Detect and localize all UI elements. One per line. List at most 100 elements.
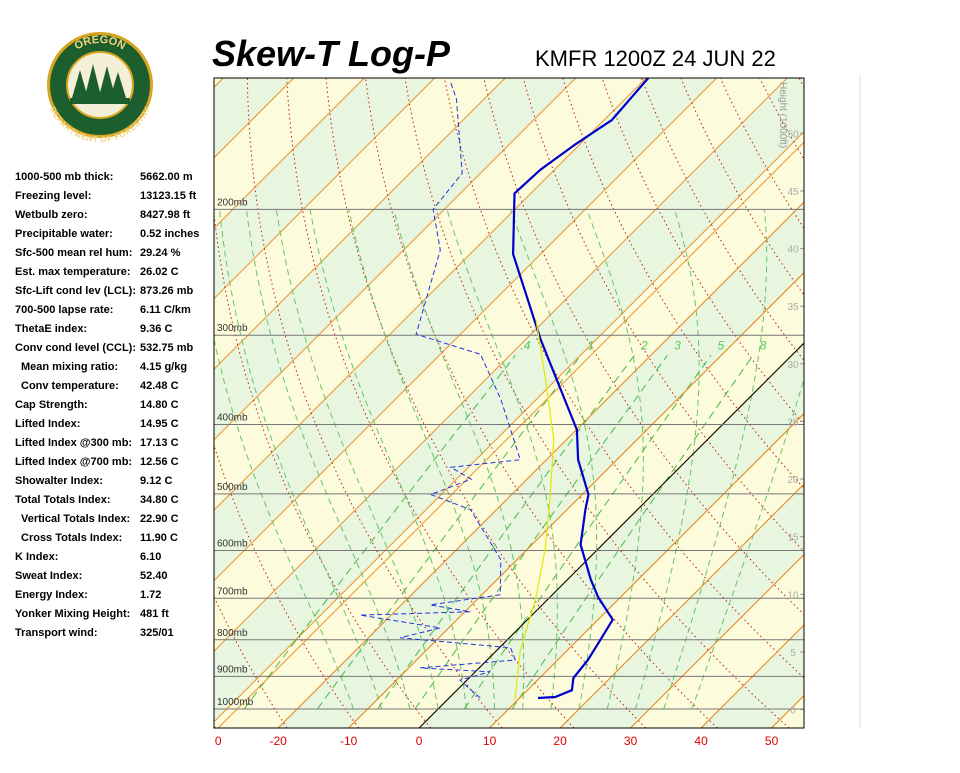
stat-label: Transport wind:	[15, 627, 98, 639]
stat-label: Lifted Index @700 mb:	[15, 456, 132, 468]
stat-value: 532.75 mb	[140, 342, 193, 354]
x-tick-label: 20	[553, 734, 567, 748]
mixing-ratio-label: 8	[760, 338, 767, 352]
y-tick-label: 900mb	[217, 664, 248, 675]
stat-value: 325/01	[140, 627, 174, 639]
x-tick-label: -10	[340, 734, 358, 748]
mixing-ratio-label: .4	[520, 338, 530, 352]
stat-label: Est. max temperature:	[15, 266, 131, 278]
stat-value: 14.95 C	[140, 418, 179, 430]
stat-label: Cross Totals Index:	[21, 532, 122, 544]
stat-label: Sweat Index:	[15, 570, 82, 582]
y2-tick-label: 30	[787, 360, 799, 371]
stat-value: 6.11 C/km	[140, 304, 191, 316]
dry-adiabat	[839, 78, 960, 728]
mixing-ratio-label: 2	[640, 338, 648, 352]
y2-tick-label: 25	[787, 417, 799, 428]
stat-label: Mean mixing ratio:	[21, 361, 118, 373]
stat-label: Showalter Index:	[15, 475, 103, 487]
y2-tick-label: 45	[787, 187, 799, 198]
y2-axis-label: Height (1000ft)	[777, 82, 788, 148]
stat-value: 13123.15 ft	[140, 190, 197, 202]
y-tick-label: 700mb	[217, 586, 248, 597]
dry-adiabat	[878, 78, 960, 728]
x-tick-label: 0	[416, 734, 423, 748]
y-tick-label: 400mb	[217, 413, 248, 424]
stat-label: 1000-500 mb thick:	[15, 171, 113, 183]
stat-label: Sfc-Lift cond lev (LCL):	[15, 285, 136, 297]
stat-label: Total Totals Index:	[15, 494, 111, 506]
stat-value: 34.80 C	[140, 494, 179, 506]
dry-adiabat	[799, 78, 960, 728]
stat-label: Wetbulb zero:	[15, 209, 88, 221]
stat-label: Precipitable water:	[15, 228, 113, 240]
chart-subtitle: KMFR 1200Z 24 JUN 22	[535, 46, 776, 71]
stat-value: 22.90 C	[140, 513, 179, 525]
stat-value: 29.24 %	[140, 247, 181, 259]
stat-value: 8427.98 ft	[140, 209, 190, 221]
y2-tick-label: 10	[787, 590, 799, 601]
y2-tick-label: 15	[787, 533, 799, 544]
stat-value: 14.80 C	[140, 399, 179, 411]
x-tick-label: 40	[694, 734, 708, 748]
y-tick-label: 800mb	[217, 628, 248, 639]
x-tick-label: -20	[269, 734, 287, 748]
logo-ground	[70, 98, 130, 104]
y2-tick-label: 50	[787, 129, 799, 140]
y-tick-label: 500mb	[217, 482, 248, 493]
stat-label: Yonker Mixing Height:	[15, 608, 130, 620]
x-tick-label: 50	[765, 734, 779, 748]
stat-label: Freezing level:	[15, 190, 91, 202]
stat-label: 700-500 lapse rate:	[15, 304, 113, 316]
stat-label: Conv temperature:	[21, 380, 119, 392]
stat-value: 12.56 C	[140, 456, 179, 468]
x-tick-label: 10	[483, 734, 497, 748]
stat-value: 4.15 g/kg	[140, 361, 187, 373]
stat-value: 9.12 C	[140, 475, 172, 487]
stat-label: Vertical Totals Index:	[21, 513, 130, 525]
mixing-ratio-label: 3	[674, 338, 681, 352]
temp-band	[0, 78, 12, 728]
chart-title: Skew-T Log-P	[212, 33, 451, 74]
stat-value: 9.36 C	[140, 323, 172, 335]
y-tick-label: 1000mb	[217, 697, 254, 708]
isotherm	[913, 78, 960, 728]
stat-label: Cap Strength:	[15, 399, 88, 411]
stat-value: 6.10	[140, 551, 161, 563]
stat-label: K Index:	[15, 551, 58, 563]
x-tick-label: 30	[624, 734, 638, 748]
y2-tick-label: 5	[790, 648, 796, 659]
y-tick-label: 600mb	[217, 538, 248, 549]
stat-value: 1.72	[140, 589, 161, 601]
stat-label: Sfc-500 mean rel hum:	[15, 247, 132, 259]
stat-value: 5662.00 m	[140, 171, 193, 183]
stat-value: 873.26 mb	[140, 285, 193, 297]
stat-label: Conv cond level (CCL):	[15, 342, 136, 354]
stat-label: Lifted Index:	[15, 418, 80, 430]
y2-tick-label: 40	[787, 245, 799, 256]
mixing-ratio-label: 5	[718, 338, 725, 352]
stat-value: 481 ft	[140, 608, 169, 620]
stat-value: 0.52 inches	[140, 228, 199, 240]
stats-table: 1000-500 mb thick: 5662.00 m Freezing leve…	[15, 171, 199, 639]
stat-value: 11.90 C	[140, 532, 178, 544]
y2-tick-label: 20	[787, 475, 799, 486]
y2-tick-label: 0	[790, 706, 796, 717]
logo: OREGON DEPARTMENT OF FORESTRY	[47, 32, 153, 144]
dry-adiabat	[917, 78, 960, 728]
mixing-ratio-label: 1	[588, 338, 595, 352]
stat-value: 26.02 C	[140, 266, 179, 278]
isotherm	[0, 78, 12, 728]
stat-label: Lifted Index @300 mb:	[15, 437, 132, 449]
stat-label: ThetaE index:	[15, 323, 87, 335]
stat-value: 17.13 C	[140, 437, 179, 449]
y-tick-label: 200mb	[217, 197, 248, 208]
y2-tick-label: 35	[787, 302, 799, 313]
stat-label: Energy Index:	[15, 589, 88, 601]
stat-value: 52.40	[140, 570, 168, 582]
x-tick-label: 0	[215, 734, 222, 748]
stat-value: 42.48 C	[140, 380, 179, 392]
y-tick-label: 300mb	[217, 323, 248, 334]
